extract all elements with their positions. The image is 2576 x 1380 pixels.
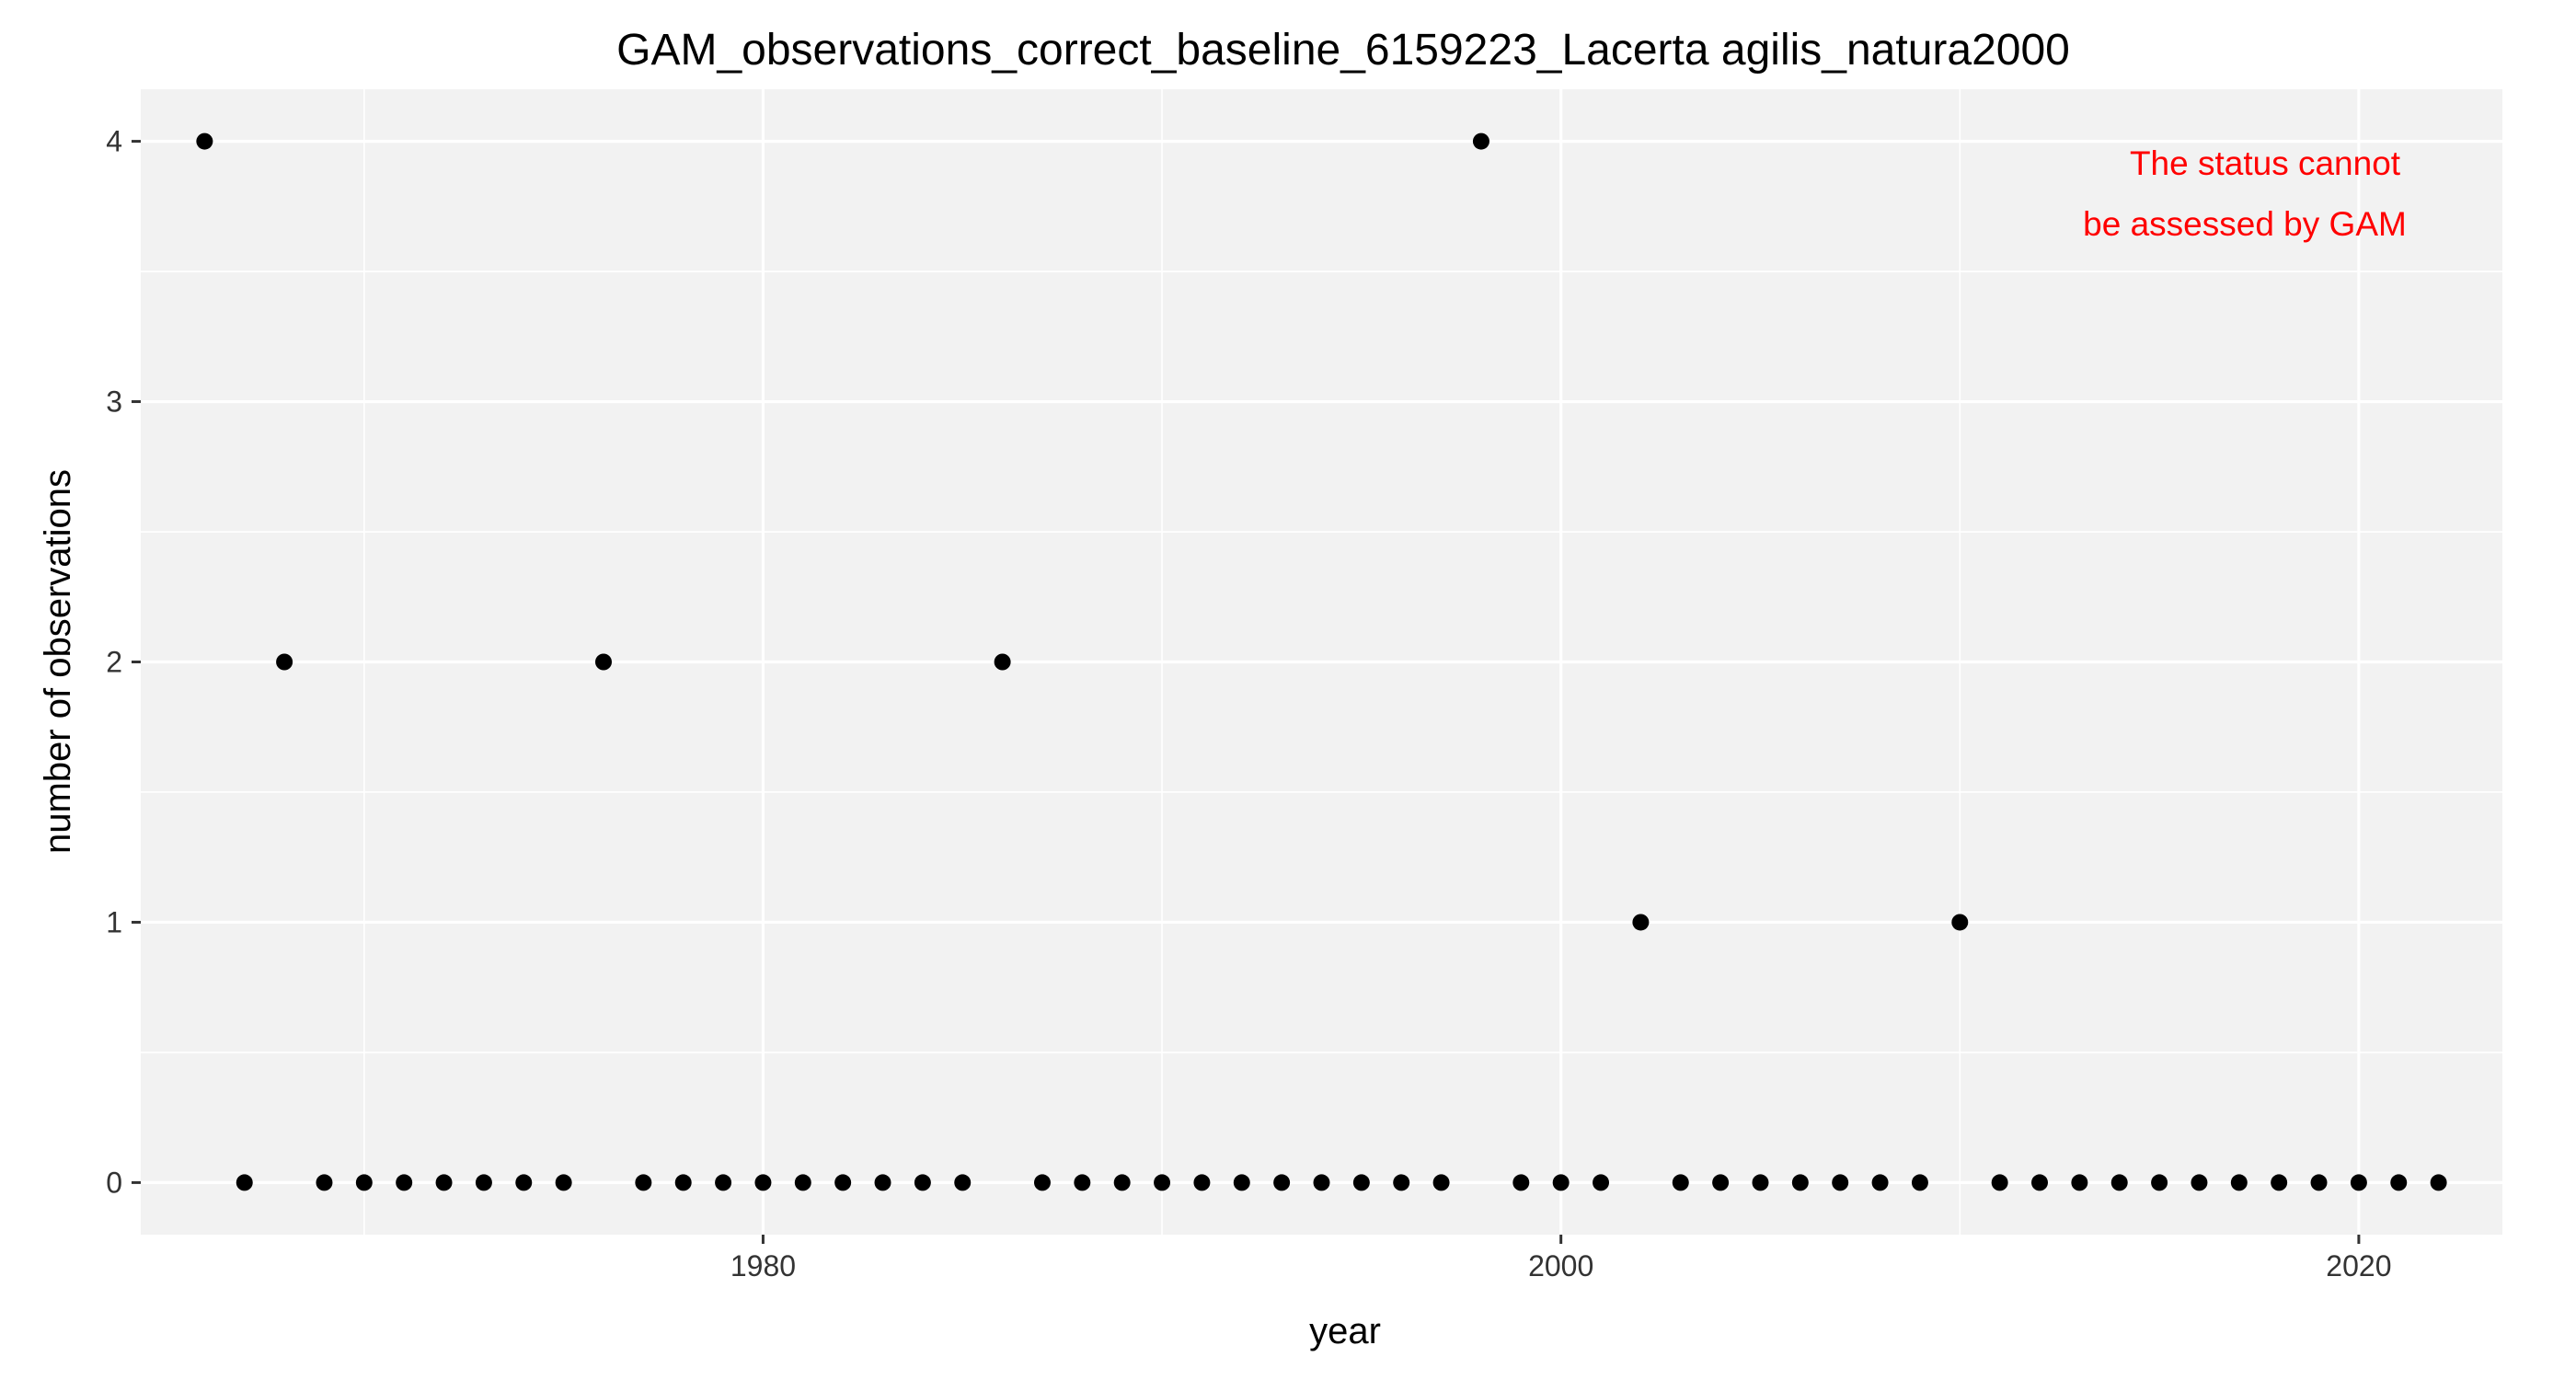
data-point [1991,1174,2008,1191]
y-tick-label: 3 [106,385,122,419]
x-tick-label: 2000 [1528,1249,1593,1282]
data-point [2310,1174,2328,1191]
data-point [396,1174,413,1191]
data-point [1552,1174,1570,1191]
data-point [555,1174,572,1191]
y-tick-label: 2 [106,646,122,679]
data-point [2271,1174,2288,1191]
data-point [236,1174,253,1191]
data-point [2230,1174,2248,1191]
data-point [515,1174,533,1191]
data-point [1074,1174,1091,1191]
data-point [635,1174,652,1191]
data-point [2350,1174,2367,1191]
data-point [2110,1174,2128,1191]
data-point [1672,1174,1689,1191]
data-point [1512,1174,1530,1191]
data-point [1273,1174,1291,1191]
data-point [1632,914,1650,931]
data-point [1154,1174,1171,1191]
chart-title: GAM_observations_correct_baseline_615922… [616,26,2070,75]
data-point [1791,1174,1809,1191]
data-point [874,1174,891,1191]
x-tick-label: 1980 [730,1249,796,1282]
data-point [1832,1174,1849,1191]
data-point [1752,1174,1769,1191]
data-point [276,653,293,671]
data-point [715,1174,732,1191]
data-point [794,1174,811,1191]
data-point [674,1174,692,1191]
data-point [594,653,612,671]
annotation-line-1: The status cannot [2130,144,2401,182]
x-tick-label: 2020 [2326,1249,2391,1282]
data-point [1313,1174,1330,1191]
data-point [435,1174,453,1191]
data-point [2191,1174,2208,1191]
data-point [1712,1174,1730,1191]
x-axis-title: year [1309,1311,1381,1351]
y-tick-label: 4 [106,125,122,158]
data-point [475,1174,492,1191]
data-point [994,653,1011,671]
data-point [1113,1174,1131,1191]
data-point [2390,1174,2408,1191]
data-point [1472,132,1489,150]
data-point [754,1174,772,1191]
axis-ticks: 1980 2000 2020 0 1 2 3 4 [106,125,2391,1282]
data-point [1951,914,1969,931]
data-point [1432,1174,1450,1191]
data-point [834,1174,852,1191]
data-point [355,1174,373,1191]
data-point [1911,1174,1928,1191]
data-point [2151,1174,2168,1191]
y-tick-label: 1 [106,905,122,938]
data-point [954,1174,972,1191]
data-point [914,1174,931,1191]
data-point [1352,1174,1370,1191]
data-point [1871,1174,1889,1191]
data-point [2430,1174,2447,1191]
data-point [316,1174,333,1191]
data-points [196,132,2447,1191]
y-axis-title: number of observations [38,469,78,854]
annotation-line-2: be assessed by GAM [2083,205,2407,243]
data-point [2071,1174,2088,1191]
data-point [1193,1174,1211,1191]
data-point [1393,1174,1410,1191]
data-point [2031,1174,2049,1191]
data-point [1033,1174,1051,1191]
data-point [1233,1174,1250,1191]
status-annotation: The status cannot be assessed by GAM [2083,144,2407,243]
data-point [196,132,213,150]
data-point [1593,1174,1610,1191]
y-tick-label: 0 [106,1166,122,1199]
